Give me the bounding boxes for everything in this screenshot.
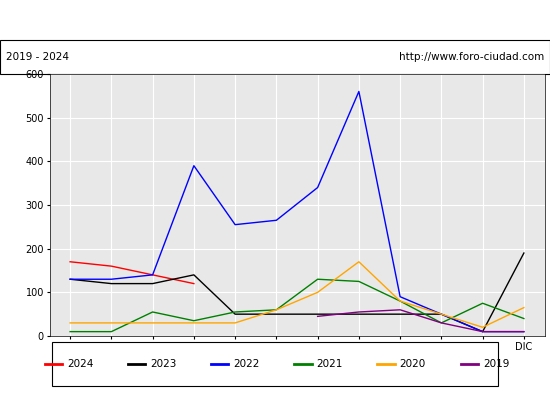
- Text: 2024: 2024: [67, 359, 94, 369]
- Text: http://www.foro-ciudad.com: http://www.foro-ciudad.com: [399, 52, 544, 62]
- Text: 2019 - 2024: 2019 - 2024: [6, 52, 69, 62]
- Text: 2020: 2020: [400, 359, 426, 369]
- Text: 2022: 2022: [233, 359, 260, 369]
- Text: 2021: 2021: [317, 359, 343, 369]
- Text: Evolucion Nº Turistas Nacionales en el municipio de Bretocino: Evolucion Nº Turistas Nacionales en el m…: [32, 13, 518, 27]
- FancyBboxPatch shape: [52, 342, 498, 386]
- Text: 2023: 2023: [150, 359, 177, 369]
- Text: 2019: 2019: [483, 359, 509, 369]
